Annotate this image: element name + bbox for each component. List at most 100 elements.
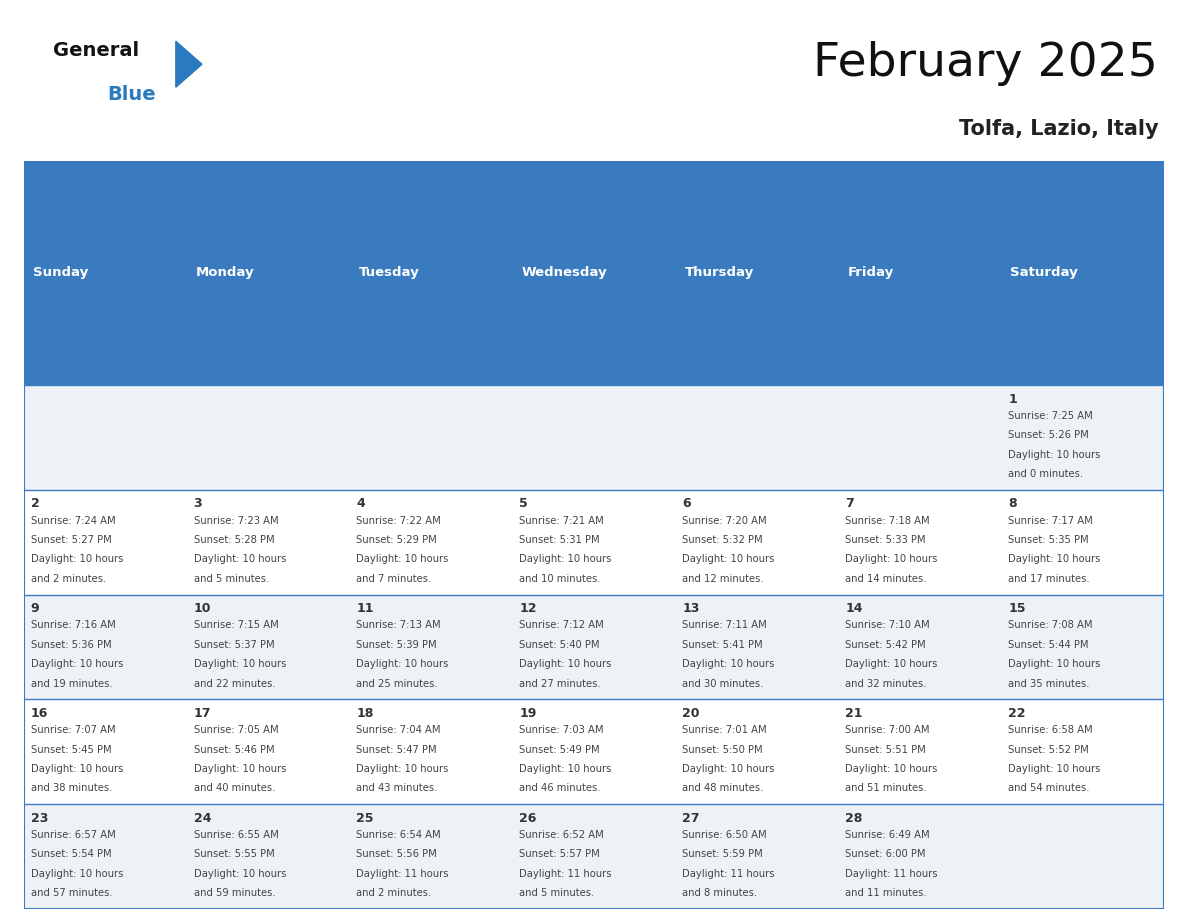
Text: 12: 12 <box>519 602 537 615</box>
Text: Daylight: 10 hours: Daylight: 10 hours <box>356 764 449 774</box>
Text: and 2 minutes.: and 2 minutes. <box>356 888 431 898</box>
Text: Sunrise: 7:25 AM: Sunrise: 7:25 AM <box>1009 411 1093 421</box>
Text: 28: 28 <box>845 812 862 824</box>
Text: 11: 11 <box>356 602 374 615</box>
Text: Daylight: 10 hours: Daylight: 10 hours <box>194 659 286 669</box>
Text: Sunrise: 7:13 AM: Sunrise: 7:13 AM <box>356 621 441 631</box>
Text: and 8 minutes.: and 8 minutes. <box>682 888 758 898</box>
Text: and 30 minutes.: and 30 minutes. <box>682 678 764 688</box>
Text: Daylight: 10 hours: Daylight: 10 hours <box>682 554 775 565</box>
Text: Sunrise: 7:08 AM: Sunrise: 7:08 AM <box>1009 621 1093 631</box>
Text: and 5 minutes.: and 5 minutes. <box>194 574 268 584</box>
Text: 1: 1 <box>1009 393 1017 406</box>
Text: 14: 14 <box>845 602 862 615</box>
Text: Sunset: 5:37 PM: Sunset: 5:37 PM <box>194 640 274 650</box>
Text: 6: 6 <box>682 498 691 510</box>
Text: and 40 minutes.: and 40 minutes. <box>194 783 274 793</box>
Text: 4: 4 <box>356 498 365 510</box>
Text: Sunset: 5:41 PM: Sunset: 5:41 PM <box>682 640 763 650</box>
Text: 16: 16 <box>31 707 48 720</box>
Text: Sunrise: 7:21 AM: Sunrise: 7:21 AM <box>519 516 605 526</box>
Text: 5: 5 <box>519 498 529 510</box>
Text: Sunset: 5:50 PM: Sunset: 5:50 PM <box>682 744 763 755</box>
Text: Wednesday: Wednesday <box>522 266 607 279</box>
Text: Daylight: 10 hours: Daylight: 10 hours <box>31 764 124 774</box>
Text: Sunrise: 7:07 AM: Sunrise: 7:07 AM <box>31 725 115 735</box>
Text: and 32 minutes.: and 32 minutes. <box>845 678 927 688</box>
Text: Sunset: 5:52 PM: Sunset: 5:52 PM <box>1009 744 1089 755</box>
Text: Sunset: 5:57 PM: Sunset: 5:57 PM <box>519 849 600 859</box>
Text: Sunrise: 7:24 AM: Sunrise: 7:24 AM <box>31 516 115 526</box>
Text: Daylight: 10 hours: Daylight: 10 hours <box>519 764 612 774</box>
Text: Sunset: 5:46 PM: Sunset: 5:46 PM <box>194 744 274 755</box>
Text: Sunset: 5:35 PM: Sunset: 5:35 PM <box>1009 535 1088 545</box>
Text: Tuesday: Tuesday <box>359 266 419 279</box>
Text: and 10 minutes.: and 10 minutes. <box>519 574 601 584</box>
Text: 10: 10 <box>194 602 211 615</box>
Text: Daylight: 10 hours: Daylight: 10 hours <box>31 868 124 879</box>
Text: Daylight: 10 hours: Daylight: 10 hours <box>845 659 937 669</box>
Text: Daylight: 10 hours: Daylight: 10 hours <box>519 554 612 565</box>
Text: 15: 15 <box>1009 602 1025 615</box>
Text: Daylight: 10 hours: Daylight: 10 hours <box>682 764 775 774</box>
Text: Sunrise: 6:49 AM: Sunrise: 6:49 AM <box>845 830 930 840</box>
Text: Sunset: 5:54 PM: Sunset: 5:54 PM <box>31 849 112 859</box>
Text: and 7 minutes.: and 7 minutes. <box>356 574 431 584</box>
Text: 9: 9 <box>31 602 39 615</box>
Text: Sunrise: 7:00 AM: Sunrise: 7:00 AM <box>845 725 930 735</box>
Text: 27: 27 <box>682 812 700 824</box>
Text: Sunset: 6:00 PM: Sunset: 6:00 PM <box>845 849 925 859</box>
Text: 23: 23 <box>31 812 48 824</box>
Text: 26: 26 <box>519 812 537 824</box>
Text: Sunrise: 7:17 AM: Sunrise: 7:17 AM <box>1009 516 1093 526</box>
Text: and 35 minutes.: and 35 minutes. <box>1009 678 1089 688</box>
Text: Sunrise: 7:15 AM: Sunrise: 7:15 AM <box>194 621 278 631</box>
Text: and 5 minutes.: and 5 minutes. <box>519 888 595 898</box>
Text: Sunset: 5:39 PM: Sunset: 5:39 PM <box>356 640 437 650</box>
Text: Daylight: 11 hours: Daylight: 11 hours <box>519 868 612 879</box>
Text: Saturday: Saturday <box>1011 266 1079 279</box>
Text: Sunrise: 6:54 AM: Sunrise: 6:54 AM <box>356 830 441 840</box>
Text: Sunrise: 7:04 AM: Sunrise: 7:04 AM <box>356 725 441 735</box>
Text: Sunset: 5:47 PM: Sunset: 5:47 PM <box>356 744 437 755</box>
Text: Daylight: 10 hours: Daylight: 10 hours <box>31 554 124 565</box>
Text: Sunrise: 7:20 AM: Sunrise: 7:20 AM <box>682 516 767 526</box>
Text: 19: 19 <box>519 707 537 720</box>
Text: 3: 3 <box>194 498 202 510</box>
Text: and 2 minutes.: and 2 minutes. <box>31 574 106 584</box>
Text: and 51 minutes.: and 51 minutes. <box>845 783 927 793</box>
Text: and 57 minutes.: and 57 minutes. <box>31 888 112 898</box>
Text: Daylight: 10 hours: Daylight: 10 hours <box>194 764 286 774</box>
Text: Sunrise: 6:52 AM: Sunrise: 6:52 AM <box>519 830 605 840</box>
Text: Sunset: 5:44 PM: Sunset: 5:44 PM <box>1009 640 1088 650</box>
Text: Sunrise: 7:16 AM: Sunrise: 7:16 AM <box>31 621 115 631</box>
Text: Daylight: 11 hours: Daylight: 11 hours <box>845 868 937 879</box>
Text: Daylight: 10 hours: Daylight: 10 hours <box>519 659 612 669</box>
Text: Blue: Blue <box>107 85 156 105</box>
Text: Sunrise: 7:22 AM: Sunrise: 7:22 AM <box>356 516 441 526</box>
Text: Daylight: 10 hours: Daylight: 10 hours <box>356 554 449 565</box>
Text: 18: 18 <box>356 707 374 720</box>
Text: Friday: Friday <box>847 266 893 279</box>
Text: Daylight: 10 hours: Daylight: 10 hours <box>31 659 124 669</box>
Text: and 48 minutes.: and 48 minutes. <box>682 783 764 793</box>
Bar <box>24 490 1164 595</box>
Text: Sunset: 5:59 PM: Sunset: 5:59 PM <box>682 849 763 859</box>
Text: 13: 13 <box>682 602 700 615</box>
Text: 24: 24 <box>194 812 211 824</box>
Text: Sunset: 5:55 PM: Sunset: 5:55 PM <box>194 849 274 859</box>
Text: 17: 17 <box>194 707 211 720</box>
Text: and 14 minutes.: and 14 minutes. <box>845 574 927 584</box>
Text: Daylight: 11 hours: Daylight: 11 hours <box>682 868 775 879</box>
Text: Daylight: 10 hours: Daylight: 10 hours <box>845 554 937 565</box>
Text: 22: 22 <box>1009 707 1025 720</box>
Text: and 27 minutes.: and 27 minutes. <box>519 678 601 688</box>
Text: Sunrise: 6:55 AM: Sunrise: 6:55 AM <box>194 830 278 840</box>
Text: and 19 minutes.: and 19 minutes. <box>31 678 112 688</box>
Text: Sunrise: 7:10 AM: Sunrise: 7:10 AM <box>845 621 930 631</box>
Text: Daylight: 10 hours: Daylight: 10 hours <box>1009 659 1100 669</box>
Text: Sunrise: 6:50 AM: Sunrise: 6:50 AM <box>682 830 767 840</box>
Text: and 25 minutes.: and 25 minutes. <box>356 678 438 688</box>
Text: February 2025: February 2025 <box>814 41 1158 86</box>
Bar <box>24 386 1164 490</box>
